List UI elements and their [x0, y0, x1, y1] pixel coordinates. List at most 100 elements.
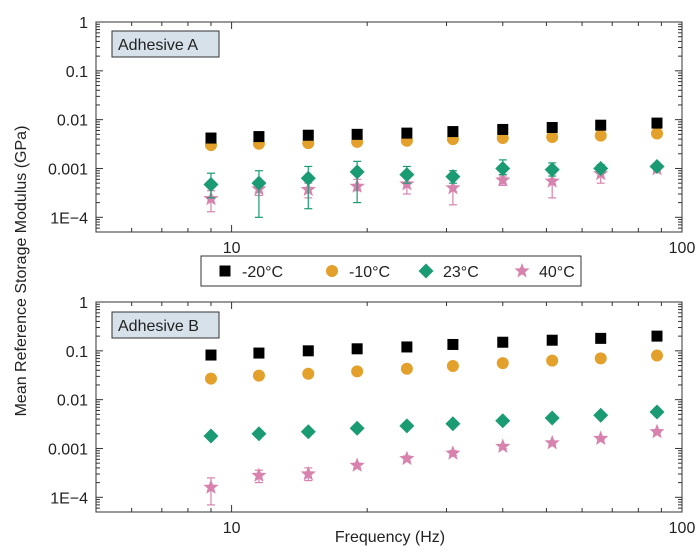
data-point: [445, 179, 461, 195]
axis-ticks: 10 100 1 0.1 0.01 0.001 1E−4: [48, 295, 695, 537]
panel-adhesive-a: 10 100 1 0.1 0.01 0.001 1E−4 Adhesive A: [48, 15, 695, 257]
data-point: [351, 343, 363, 355]
legend-marker: [219, 265, 231, 277]
data-point: [593, 430, 609, 445]
data-point: [251, 426, 267, 442]
data-point: [253, 347, 265, 359]
series--10°C: [204, 349, 663, 385]
data-point: [302, 367, 315, 380]
data-point: [595, 332, 607, 344]
data-point: [252, 369, 265, 382]
data-point: [447, 338, 459, 350]
data-point: [649, 423, 665, 439]
data-point: [349, 420, 365, 436]
data-point: [595, 119, 607, 131]
data-point: [447, 126, 459, 138]
data-point: [401, 127, 413, 139]
data-point: [546, 122, 558, 134]
panel-label-box: Adhesive B: [111, 311, 220, 339]
data-point: [544, 410, 560, 426]
data-point: [300, 466, 316, 481]
data-point: [204, 372, 217, 385]
x-tick-label: 10: [223, 520, 241, 537]
data-point: [205, 349, 217, 361]
axis-ticks: 10 100 1 0.1 0.01 0.001 1E−4: [48, 15, 695, 257]
data-point: [495, 172, 511, 187]
legend-label: -20°C: [242, 264, 283, 281]
legend-item: -10°C: [326, 264, 390, 281]
data-point: [445, 445, 461, 460]
data-point: [351, 365, 364, 378]
data-point: [650, 349, 663, 362]
data-point: [400, 362, 413, 375]
data-point: [650, 127, 663, 140]
y-tick-label: 1: [79, 15, 88, 32]
legend-item: 40°C: [514, 263, 575, 281]
data-point: [651, 117, 663, 129]
data-point: [399, 450, 415, 466]
data-point: [203, 428, 219, 444]
legend-item: -20°C: [219, 264, 283, 281]
data-point: [300, 424, 316, 440]
data-point: [253, 131, 265, 143]
data-point: [495, 160, 511, 176]
y-tick-label: 1E−4: [50, 210, 88, 227]
data-marks: [203, 117, 665, 218]
panel-label-box: Adhesive A: [111, 30, 220, 58]
y-tick-label: 0.001: [48, 441, 88, 458]
data-point: [495, 413, 511, 429]
data-point: [594, 352, 607, 365]
x-tick-label: 100: [669, 240, 696, 257]
series--20°C: [205, 330, 663, 361]
data-point: [445, 169, 461, 185]
data-point: [546, 354, 559, 367]
data-point: [302, 345, 314, 357]
legend-marker: [418, 263, 434, 279]
y-tick-label: 1: [79, 295, 88, 312]
data-marks: [203, 330, 665, 506]
data-point: [649, 404, 665, 420]
data-point: [251, 467, 267, 482]
data-point: [302, 129, 314, 141]
data-point: [351, 128, 363, 140]
data-point: [594, 129, 607, 142]
legend-label: -10°C: [349, 264, 390, 281]
y-tick-label: 0.01: [57, 393, 88, 410]
series-40°C: [203, 423, 665, 506]
data-point: [497, 336, 509, 348]
panel-label: Adhesive B: [118, 318, 199, 335]
legend-label: 40°C: [539, 264, 575, 281]
y-axis-title: Mean Reference Storage Modulus (GPa): [13, 126, 30, 417]
data-point: [445, 416, 461, 432]
x-tick-label: 10: [223, 240, 241, 257]
data-point: [349, 457, 365, 472]
x-axis-title: Frequency (Hz): [335, 529, 445, 546]
data-point: [349, 164, 365, 180]
data-point: [544, 434, 560, 450]
panel-label: Adhesive A: [118, 37, 198, 54]
data-point: [593, 407, 609, 423]
legend-marker: [326, 265, 338, 277]
data-point: [546, 131, 559, 144]
legend-item: 23°C: [418, 263, 479, 281]
y-tick-label: 0.1: [66, 64, 88, 81]
data-point: [205, 132, 217, 144]
panel-adhesive-b: 10 100 1 0.1 0.01 0.001 1E−4 Adhesive B: [48, 295, 695, 537]
data-point: [546, 334, 558, 346]
data-point: [593, 160, 609, 176]
series--10°C: [204, 127, 663, 152]
series-23°C: [203, 404, 665, 444]
data-point: [203, 479, 219, 494]
data-point: [544, 162, 560, 178]
data-point: [649, 158, 665, 174]
data-point: [203, 176, 219, 192]
data-point: [251, 175, 267, 191]
legend-label: 23°C: [443, 264, 479, 281]
data-point: [399, 167, 415, 183]
data-point: [496, 132, 509, 145]
data-point: [300, 170, 316, 186]
y-tick-label: 0.001: [48, 161, 88, 178]
y-tick-label: 0.1: [66, 344, 88, 361]
data-point: [446, 359, 459, 372]
